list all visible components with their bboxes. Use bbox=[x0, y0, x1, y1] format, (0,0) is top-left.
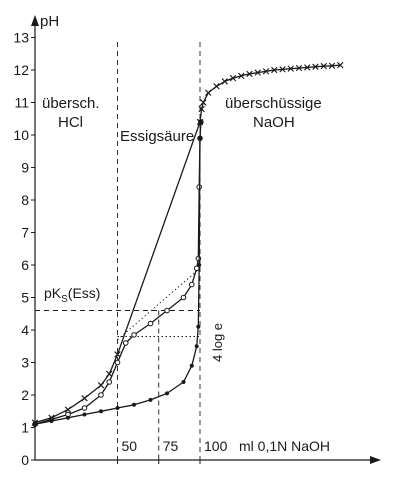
data-point bbox=[198, 136, 202, 141]
y-tick-label: 3 bbox=[21, 355, 29, 371]
data-point bbox=[205, 89, 212, 96]
delta-label: 4 log e bbox=[210, 323, 225, 362]
pks-label-subscript: S bbox=[61, 294, 68, 305]
pks-label-suffix: (Ess) bbox=[68, 285, 101, 301]
region-label-naoh: überschüssige NaOH bbox=[225, 95, 322, 131]
x-axis-arrow bbox=[370, 456, 381, 464]
y-tick-label: 4 bbox=[21, 322, 29, 338]
x-tick-label: 75 bbox=[163, 438, 179, 454]
y-tick-label: 1 bbox=[21, 420, 29, 436]
data-point bbox=[82, 412, 87, 417]
labels: pH ml 0,1N NaOH übersch. HCl Essigsäure … bbox=[40, 13, 330, 454]
data-point bbox=[164, 307, 170, 314]
data-point bbox=[221, 78, 228, 85]
series-line bbox=[34, 121, 202, 425]
data-point bbox=[148, 397, 153, 402]
data-point bbox=[131, 332, 137, 338]
y-axis-arrow bbox=[31, 15, 39, 26]
y-tick-label: 11 bbox=[14, 95, 29, 111]
data-point bbox=[98, 392, 104, 398]
data-point bbox=[180, 294, 187, 301]
y-tick-label: 0 bbox=[21, 452, 29, 468]
data-point bbox=[295, 64, 303, 72]
data-point bbox=[254, 69, 261, 76]
y-tick-label: 10 bbox=[13, 127, 29, 143]
data-point bbox=[64, 406, 72, 413]
data-point bbox=[114, 351, 121, 358]
dilute-curve bbox=[33, 120, 203, 427]
data-point bbox=[189, 363, 194, 368]
data-point bbox=[114, 359, 121, 366]
series-line bbox=[34, 121, 202, 425]
pks-label-main: pK bbox=[44, 285, 62, 301]
data-point bbox=[97, 382, 105, 389]
data-point bbox=[198, 105, 205, 113]
data-point bbox=[287, 65, 294, 72]
data-point bbox=[196, 118, 204, 126]
data-point bbox=[81, 395, 88, 402]
data-point bbox=[106, 379, 113, 385]
data-point bbox=[147, 320, 154, 327]
data-point bbox=[304, 64, 311, 71]
x-axis-label: ml 0,1N NaOH bbox=[239, 438, 330, 454]
data-point bbox=[279, 66, 286, 73]
data-point bbox=[66, 415, 70, 420]
data-point bbox=[271, 66, 278, 74]
data-point bbox=[165, 391, 169, 396]
data-point bbox=[312, 63, 319, 70]
y-tick-label: 5 bbox=[21, 290, 29, 306]
data-point bbox=[229, 74, 237, 82]
data-point bbox=[246, 70, 253, 78]
data-point bbox=[122, 340, 129, 346]
data-point bbox=[115, 406, 120, 410]
hcl-naoh-curve bbox=[31, 61, 344, 426]
data-point bbox=[181, 380, 186, 384]
data-point bbox=[238, 72, 245, 80]
data-point bbox=[48, 414, 55, 421]
acetic-acid-curve bbox=[32, 119, 204, 428]
data-point bbox=[188, 281, 195, 288]
region-label-acetic-acid: Essigsäure bbox=[120, 128, 194, 145]
x-tick-label: 50 bbox=[122, 438, 138, 454]
y-axis-label: pH bbox=[40, 13, 59, 30]
data-point bbox=[200, 99, 207, 106]
data-point bbox=[337, 61, 344, 69]
region-label-naoh-line1: überschüssige bbox=[225, 95, 322, 112]
data-point bbox=[49, 419, 54, 423]
data-point bbox=[197, 263, 202, 267]
region-label-hcl: übersch. HCl bbox=[42, 95, 100, 131]
y-tick-label: 7 bbox=[21, 225, 29, 241]
data-point bbox=[262, 68, 270, 75]
y-tick-label: 9 bbox=[21, 160, 29, 176]
region-label-naoh-line2: NaOH bbox=[253, 114, 295, 131]
data-point bbox=[213, 83, 220, 90]
data-point bbox=[196, 324, 201, 329]
y-tick-label: 2 bbox=[21, 387, 29, 403]
y-tick-label: 12 bbox=[13, 62, 29, 78]
data-point bbox=[320, 62, 327, 70]
data-point bbox=[99, 409, 103, 414]
y-tick-label: 13 bbox=[13, 30, 29, 46]
data-point bbox=[31, 419, 39, 426]
region-label-hcl-line2: HCl bbox=[58, 114, 83, 131]
pks-label: pKS(Ess) bbox=[44, 285, 100, 305]
guide-lines bbox=[35, 42, 201, 460]
y-tick-label: 8 bbox=[21, 192, 29, 208]
data-point bbox=[81, 405, 88, 411]
region-label-hcl-line1: übersch. bbox=[42, 95, 100, 112]
data-point bbox=[328, 62, 336, 69]
data-point bbox=[132, 402, 136, 407]
y-tick-label: 6 bbox=[21, 257, 29, 273]
data-point bbox=[106, 370, 113, 378]
curves bbox=[31, 61, 344, 428]
data-point bbox=[195, 255, 202, 262]
data-point bbox=[194, 344, 199, 349]
x-tick-label: 100 bbox=[204, 438, 228, 454]
